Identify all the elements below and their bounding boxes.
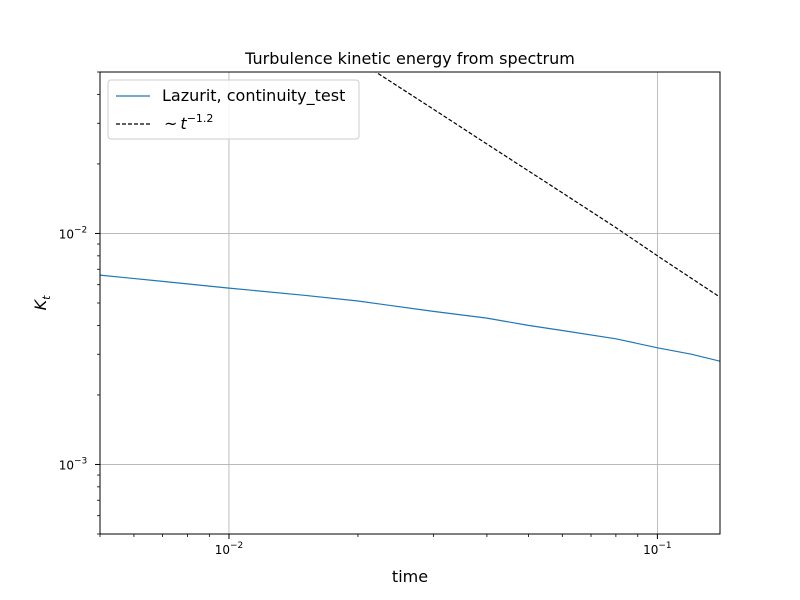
grid-lines (100, 72, 720, 534)
x-axis-label: time (392, 567, 428, 586)
legend-label-var: t (180, 114, 187, 133)
major-ticks (95, 232, 658, 539)
legend-label-tilde: ~ (164, 114, 177, 133)
legend-box (107, 79, 360, 140)
tick-labels: 10−2 10−1 10−3 10−2 (59, 225, 672, 557)
legend: Lazurit, continuity_test ~ t−1.2 (107, 79, 360, 140)
y-axis-label-main: K (31, 298, 50, 310)
series-line-power-law (374, 72, 720, 298)
y-axis-label: Kt (31, 295, 53, 311)
series-layer (100, 72, 720, 362)
y-axis-label-subscript: t (40, 295, 53, 300)
y-tick-label: 10−2 (59, 225, 88, 241)
series-line-lazurit (100, 274, 720, 362)
minor-ticks (97, 71, 639, 537)
plot-frame (99, 71, 721, 535)
x-tick-label: 10−2 (215, 541, 244, 557)
chart-title: Turbulence kinetic energy from spectrum (244, 49, 575, 68)
legend-label-exp: −1.2 (187, 112, 214, 125)
legend-label-power-law: ~ t−1.2 (164, 112, 213, 133)
legend-label-lazurit: Lazurit, continuity_test (162, 86, 345, 106)
x-tick-label: 10−1 (643, 541, 672, 557)
y-tick-label: 10−3 (59, 456, 88, 472)
